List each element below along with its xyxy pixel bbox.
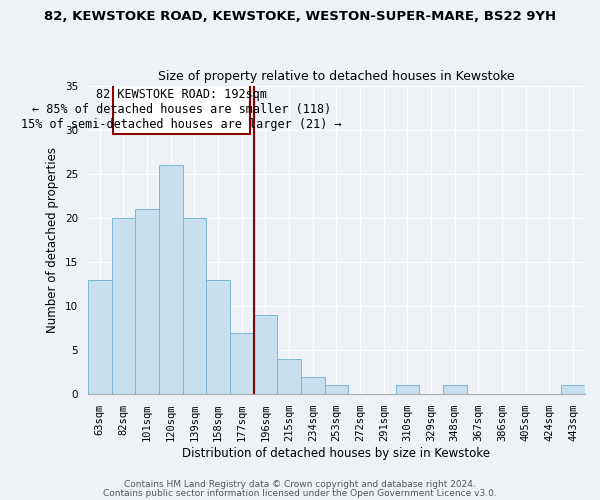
Bar <box>254 315 277 394</box>
Bar <box>112 218 135 394</box>
Bar <box>562 386 585 394</box>
Bar <box>395 386 419 394</box>
Bar <box>301 376 325 394</box>
Bar <box>277 359 301 394</box>
Bar <box>206 280 230 394</box>
X-axis label: Distribution of detached houses by size in Kewstoke: Distribution of detached houses by size … <box>182 447 490 460</box>
Bar <box>88 280 112 394</box>
Text: ← 85% of detached houses are smaller (118): ← 85% of detached houses are smaller (11… <box>32 103 331 116</box>
Text: 15% of semi-detached houses are larger (21) →: 15% of semi-detached houses are larger (… <box>21 118 341 132</box>
Bar <box>230 332 254 394</box>
Bar <box>182 218 206 394</box>
Text: Contains HM Land Registry data © Crown copyright and database right 2024.: Contains HM Land Registry data © Crown c… <box>124 480 476 489</box>
FancyBboxPatch shape <box>113 84 250 134</box>
Text: 82 KEWSTOKE ROAD: 192sqm: 82 KEWSTOKE ROAD: 192sqm <box>96 88 267 101</box>
Bar <box>159 166 182 394</box>
Text: Contains public sector information licensed under the Open Government Licence v3: Contains public sector information licen… <box>103 488 497 498</box>
Bar <box>325 386 348 394</box>
Y-axis label: Number of detached properties: Number of detached properties <box>46 147 59 333</box>
Title: Size of property relative to detached houses in Kewstoke: Size of property relative to detached ho… <box>158 70 515 84</box>
Bar <box>443 386 467 394</box>
Text: 82, KEWSTOKE ROAD, KEWSTOKE, WESTON-SUPER-MARE, BS22 9YH: 82, KEWSTOKE ROAD, KEWSTOKE, WESTON-SUPE… <box>44 10 556 23</box>
Bar <box>135 210 159 394</box>
